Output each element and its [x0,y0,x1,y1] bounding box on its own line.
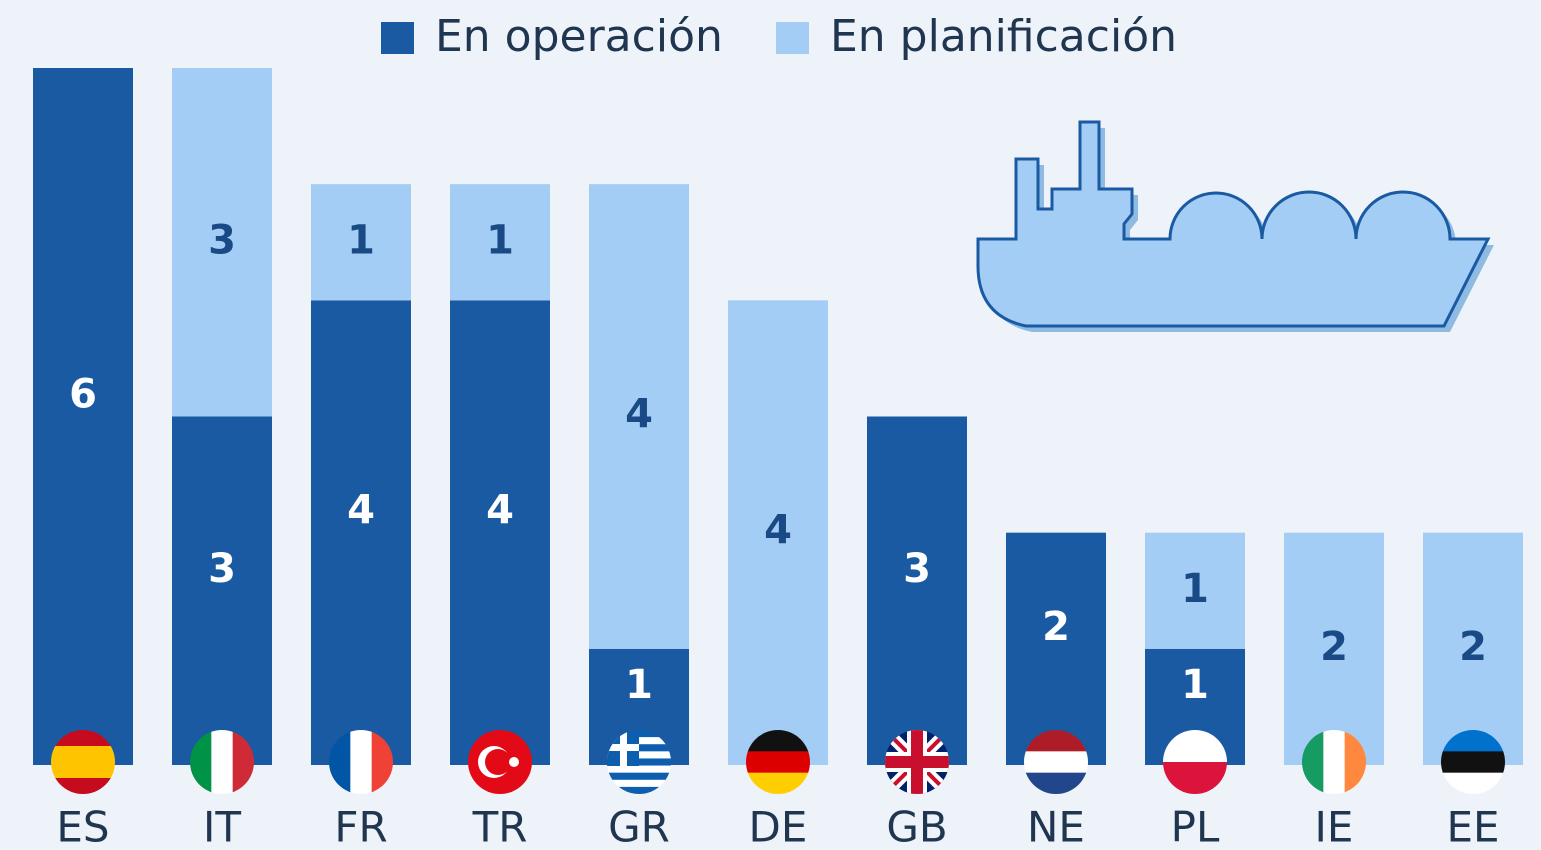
flag-stripe [51,762,115,779]
x-tick-label: NE [1027,803,1085,850]
value-label: 2 [1320,624,1348,670]
flag-star [509,757,519,767]
x-tick-label: TR [472,803,528,850]
value-label: 1 [486,217,514,263]
x-tick-label: GR [608,803,670,850]
flag [885,730,949,794]
x-tick-label: IE [1315,803,1354,850]
x-tick-label: IT [203,803,241,850]
x-tick-label: DE [749,803,808,850]
value-label: 4 [347,488,375,534]
value-label: 4 [625,392,653,438]
x-tick-label: PL [1171,803,1220,850]
value-label: 1 [625,662,653,708]
value-label: 3 [903,546,931,592]
flag-stripe [350,730,372,794]
value-label: 1 [347,217,375,263]
flag-crescent [485,749,511,775]
value-label: 4 [486,488,514,534]
legend-label: En planificación [830,11,1177,62]
value-label: 4 [764,508,792,554]
x-tick-label: ES [56,803,109,850]
value-label: 6 [69,372,97,418]
value-label: 1 [1181,566,1209,612]
flag-stripe [1441,751,1505,773]
flag-stripe [211,730,233,794]
flag-stripe [51,746,115,763]
value-label: 2 [1042,604,1070,650]
value-label: 3 [208,217,236,263]
x-tick-label: FR [334,803,387,850]
flag-stripe [607,773,671,781]
legend-swatch [776,22,809,54]
x-tick-label: GB [886,803,947,850]
flag-cross [911,730,923,794]
flag-stripe [1323,730,1345,794]
value-label: 2 [1459,624,1487,670]
flag-stripe [1024,751,1088,773]
x-tick-label: EE [1446,803,1499,850]
flag [468,730,532,794]
legend-swatch [381,22,414,54]
flag-stripe [746,751,810,773]
value-label: 1 [1181,662,1209,708]
legend-label: En operación [435,11,723,62]
flag-stripe [607,766,671,774]
value-label: 3 [208,546,236,592]
chart: En operación En planificación 6 ES 3 3 IT 4 1 FR 4… [0,0,1541,850]
